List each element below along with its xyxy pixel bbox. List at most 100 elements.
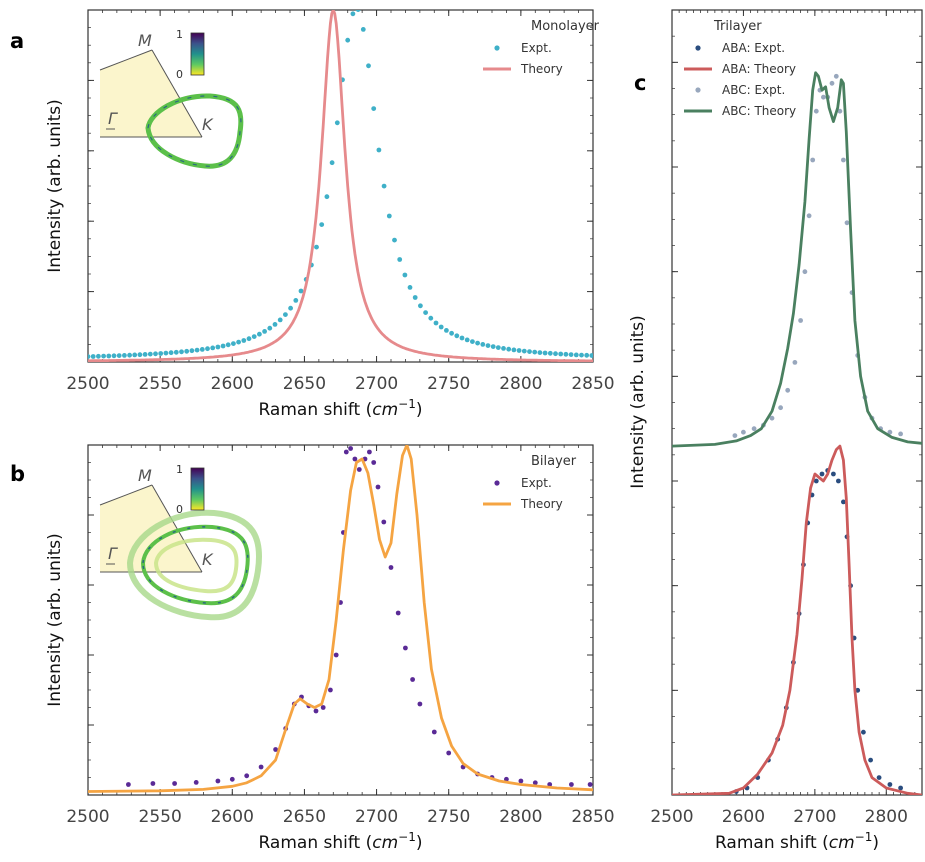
series-expt-point bbox=[258, 764, 264, 770]
series-expt-point bbox=[386, 213, 392, 219]
series-expt-point bbox=[367, 449, 372, 455]
series-aba-theory-line bbox=[672, 444, 922, 795]
x-axis-label-part: Raman shift ( bbox=[715, 833, 829, 853]
y-axis-label: Intensity (arb. units) bbox=[45, 533, 65, 706]
legend-swatch-marker bbox=[494, 480, 500, 486]
series-abc-expt-point bbox=[833, 73, 839, 79]
series-expt-point bbox=[88, 354, 91, 359]
series-expt-point bbox=[381, 183, 387, 189]
series-theory-line bbox=[88, 445, 593, 793]
series-expt-point bbox=[334, 120, 340, 126]
legend-item: ABC: Theory bbox=[684, 104, 796, 118]
series-aba-expt-point bbox=[819, 471, 825, 477]
series-expt-point bbox=[101, 353, 106, 359]
series-expt-point bbox=[314, 244, 319, 250]
series-abc-expt-point bbox=[802, 269, 808, 275]
series-expt-point bbox=[328, 687, 333, 693]
legend-label: Expt. bbox=[521, 476, 552, 490]
series-expt-point bbox=[153, 351, 158, 357]
series-aba-expt-point bbox=[855, 687, 861, 693]
series-expt-point bbox=[345, 37, 351, 43]
series-aba-expt-point bbox=[861, 729, 866, 735]
series-abc-expt-point bbox=[829, 80, 835, 86]
series-abc-expt-point bbox=[821, 94, 826, 100]
series-expt-point bbox=[244, 773, 250, 779]
x-tick-label: 2800 bbox=[499, 807, 542, 827]
series-abc-expt-point bbox=[806, 213, 812, 219]
x-tick-label: 2750 bbox=[427, 807, 470, 827]
bz-label-K: K bbox=[202, 550, 214, 569]
panel-c: c 2500 2600 2700 2800 Raman shift (cm−1) Inten… bbox=[628, 9, 923, 853]
x-tick-label: 2850 bbox=[571, 374, 614, 394]
series-aba-expt-point bbox=[831, 471, 836, 477]
series-expt-point bbox=[142, 352, 148, 357]
bz-label-K: K bbox=[202, 115, 214, 134]
plot-frame bbox=[671, 9, 923, 796]
series-expt-point bbox=[179, 349, 184, 355]
series-expt-point bbox=[246, 336, 252, 342]
series-expt-point bbox=[348, 446, 353, 451]
x-axis-label-part: −1 bbox=[398, 830, 416, 844]
series-expt-point bbox=[231, 341, 236, 346]
series-expt-point bbox=[417, 701, 423, 707]
x-axis-label-part: Raman shift ( bbox=[258, 833, 372, 853]
colorbar-min-label: 0 bbox=[176, 503, 183, 516]
series-expt-point bbox=[158, 351, 164, 356]
series-expt-point bbox=[127, 352, 132, 358]
series-abc-expt-point bbox=[785, 387, 791, 393]
x-axis-label-part: ) bbox=[416, 400, 423, 420]
x-tick-label: 2650 bbox=[283, 374, 326, 394]
series-expt-point bbox=[563, 351, 569, 357]
colorbar bbox=[190, 32, 205, 76]
legend-label: Theory bbox=[520, 497, 563, 511]
x-tick-label: 2600 bbox=[211, 374, 254, 394]
series-expt-point bbox=[402, 272, 408, 278]
series-expt-point bbox=[392, 237, 397, 243]
series-expt-point bbox=[210, 345, 216, 351]
series-expt-point bbox=[267, 325, 273, 331]
series-aba-expt-point bbox=[841, 499, 846, 505]
series-expt-point bbox=[516, 348, 522, 353]
x-axis-label-part: cm bbox=[829, 833, 855, 853]
series-expt-point bbox=[163, 350, 169, 356]
bz-edge-right bbox=[151, 484, 203, 573]
series-expt-point bbox=[589, 353, 593, 358]
series-expt-point bbox=[376, 147, 382, 153]
series-expt-point bbox=[454, 333, 460, 339]
x-axis-label-part: Raman shift ( bbox=[258, 400, 372, 420]
panel-letter: a bbox=[10, 29, 24, 53]
series-abc-expt-point bbox=[841, 157, 846, 163]
series-expt-point bbox=[438, 324, 444, 330]
series-expt-point bbox=[319, 222, 325, 228]
x-tick-label: 2750 bbox=[427, 374, 470, 394]
series-expt-point bbox=[485, 343, 491, 348]
series-abc-expt-point bbox=[810, 157, 816, 163]
bz-label-gamma: Γ bbox=[108, 109, 118, 128]
bz-inset: M Γ K 1 0 bbox=[99, 28, 244, 169]
series-expt-point bbox=[147, 351, 153, 357]
x-axis-label-part: −1 bbox=[855, 830, 873, 844]
series-expt-point bbox=[579, 352, 584, 358]
series-expt-point bbox=[273, 747, 278, 752]
panel-b: b 2500 2550 2600 2650 2700 2750 2800 2850 Raman s… bbox=[10, 444, 615, 853]
series-expt-point bbox=[251, 334, 257, 339]
series-expt-point bbox=[298, 288, 304, 294]
x-tick-label: 2500 bbox=[650, 807, 693, 827]
y-axis-label: Intensity (arb. units) bbox=[45, 99, 65, 272]
series-expt-point bbox=[293, 298, 299, 303]
series-expt-point bbox=[449, 330, 454, 336]
series-expt-point bbox=[288, 305, 293, 311]
series-aba-expt-point bbox=[898, 785, 903, 791]
fermi-ring-shade bbox=[147, 95, 242, 167]
series-expt-point bbox=[257, 331, 262, 337]
legend-label: ABA: Expt. bbox=[722, 41, 785, 55]
series-expt-point bbox=[225, 342, 231, 348]
bz-label-gamma: Γ bbox=[108, 544, 118, 563]
bz-edge-top bbox=[99, 484, 153, 506]
series-expt-point bbox=[205, 346, 210, 352]
series-aba-expt-point bbox=[868, 757, 873, 763]
bz-edge-top bbox=[99, 49, 153, 71]
series-expt-point bbox=[506, 346, 512, 352]
series-expt-point bbox=[480, 342, 486, 347]
x-tick-label: 2550 bbox=[139, 807, 182, 827]
